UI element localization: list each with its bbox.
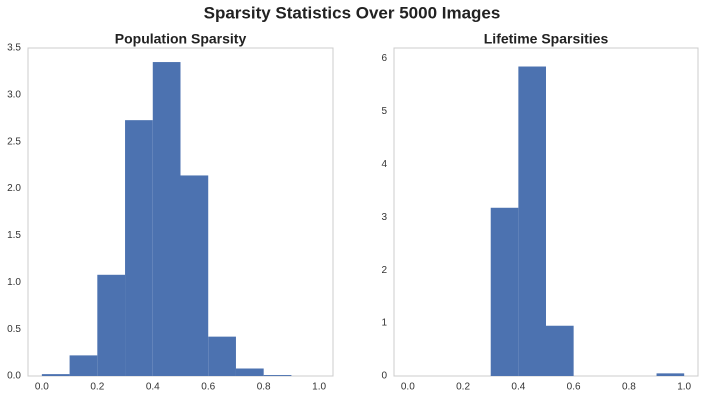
x-tick-label: 0.6 [201,382,215,393]
y-tick-label: 1 [381,318,387,329]
y-tick-label: 5 [381,106,387,117]
bar [208,336,236,376]
y-tick-label: 6 [381,53,387,64]
figure-title: Sparsity Statistics Over 5000 Images [204,3,501,22]
x-tick-label: 0.4 [146,382,160,393]
bar [152,62,181,377]
bar [518,66,546,377]
x-tick-label: 0.8 [257,382,271,393]
y-tick-label: 3.5 [7,43,21,54]
x-tick-label: 0.6 [567,382,581,393]
x-tick-label: 0.4 [511,382,525,393]
y-tick-label: 2.5 [7,136,21,147]
y-tick-label: 4 [381,159,387,170]
y-tick-label: 2.0 [7,183,21,194]
x-tick-label: 0.2 [456,382,470,393]
y-tick-label: 0.0 [7,371,21,382]
y-tick-label: 3 [381,212,387,223]
bar [41,374,70,376]
bar [97,274,126,376]
x-tick-label: 0.2 [90,382,104,393]
bar [69,355,98,376]
bar [546,325,574,376]
y-tick-label: 0 [381,371,387,382]
subplot-title: Population Sparsity [115,31,247,47]
subplot-title: Lifetime Sparsities [484,31,609,47]
bar [656,373,685,376]
x-tick-label: 0.8 [622,382,636,393]
y-tick-label: 1.0 [7,277,21,288]
bar [490,207,519,376]
x-tick-label: 1.0 [312,382,326,393]
x-tick-label: 1.0 [677,382,691,393]
y-tick-label: 2 [381,265,387,276]
bar [235,368,264,376]
y-tick-label: 0.5 [7,324,21,335]
bar [180,175,209,376]
bar [125,120,153,376]
x-tick-label: 0.0 [35,382,49,393]
x-tick-label: 0.0 [401,382,415,393]
y-tick-label: 3.0 [7,89,21,100]
y-tick-label: 1.5 [7,230,21,241]
bar [263,375,292,376]
